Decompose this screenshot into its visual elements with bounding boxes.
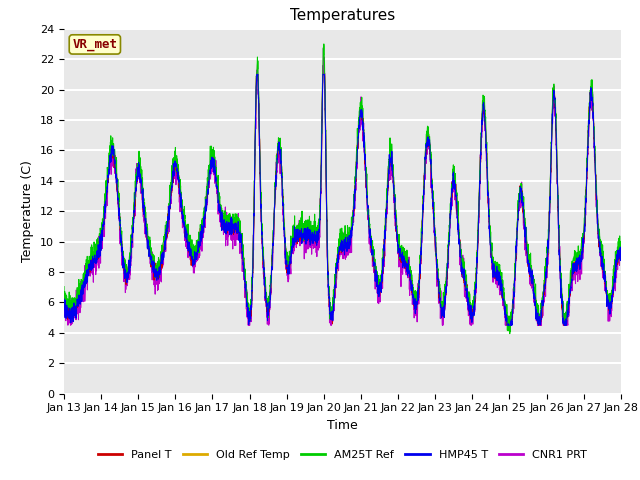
Legend: Panel T, Old Ref Temp, AM25T Ref, HMP45 T, CNR1 PRT: Panel T, Old Ref Temp, AM25T Ref, HMP45 … [93,446,591,465]
Text: VR_met: VR_met [72,38,117,51]
X-axis label: Time: Time [327,419,358,432]
Y-axis label: Temperature (C): Temperature (C) [22,160,35,262]
Title: Temperatures: Temperatures [290,9,395,24]
